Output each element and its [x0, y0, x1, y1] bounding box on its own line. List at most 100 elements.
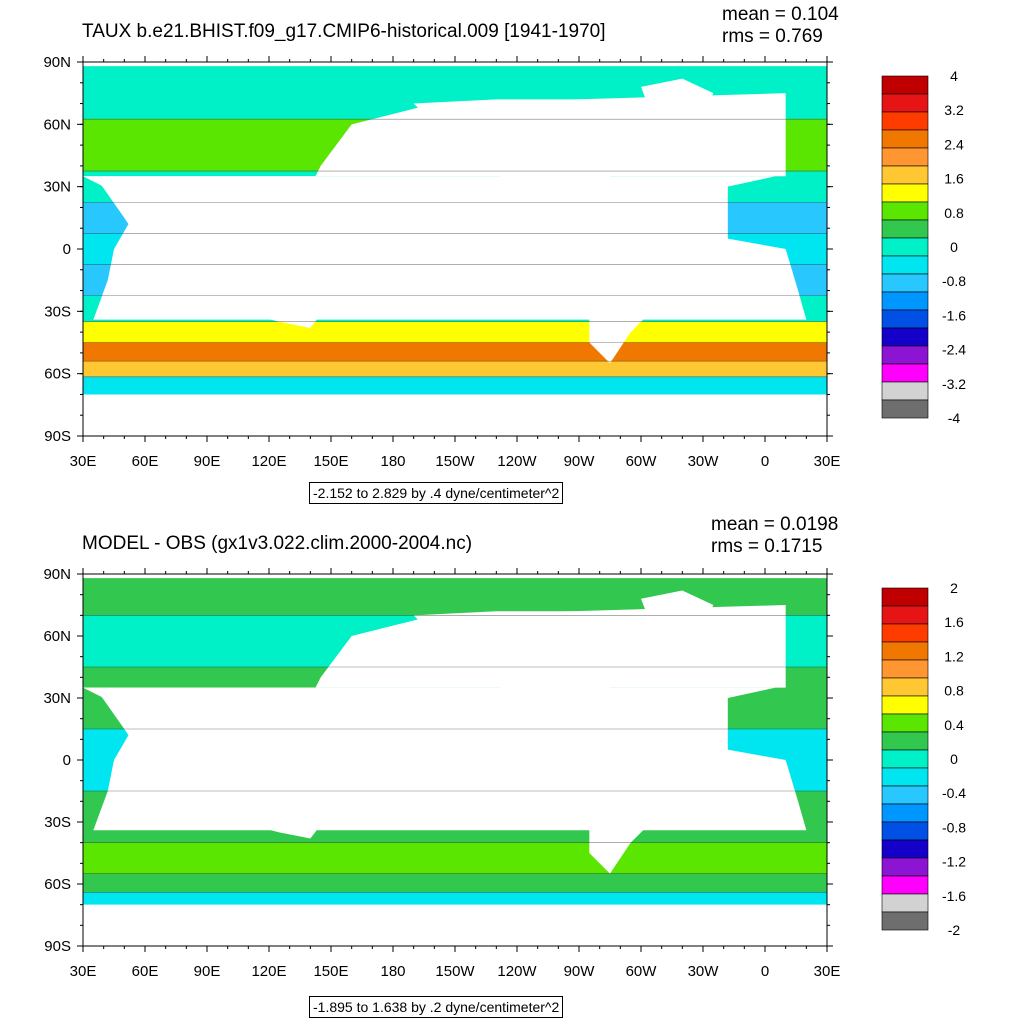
x-tick-label: 150W: [435, 963, 475, 980]
landmass: [641, 590, 714, 636]
x-tick-label: 30E: [70, 453, 97, 470]
y-tick-label: 60N: [43, 628, 71, 645]
x-tick-label: 60E: [132, 453, 159, 470]
contour-band: [83, 892, 827, 909]
colorbar-box: [881, 363, 929, 383]
x-tick-label: 60W: [626, 963, 658, 980]
colorbar-box: [881, 749, 929, 769]
colorbar-label: -0.4: [942, 785, 966, 801]
colorbar-label: 2: [950, 580, 958, 596]
rms-stat: rms = 0.1715: [711, 536, 823, 557]
colorbar-box: [881, 785, 929, 805]
colorbar-label: 0.8: [944, 205, 964, 221]
map-plot: 90N 60N 30N 0 30S 60S 90S 30E 60E 90E 120E 150E 180 1…: [43, 566, 966, 980]
x-tick-label: 150W: [435, 453, 475, 470]
x-tick-label: 30W: [688, 453, 720, 470]
colorbar-box: [881, 75, 929, 95]
x-tick-label: 30E: [70, 963, 97, 980]
colorbar-box: [881, 821, 929, 841]
colorbar-box: [881, 839, 929, 859]
x-tick-label: 0: [761, 453, 769, 470]
colorbar-box: [881, 381, 929, 401]
colorbar-label: 0: [950, 751, 958, 767]
colorbar-box: [881, 111, 929, 131]
y-tick-label: 90N: [43, 566, 71, 583]
colorbar-label: 4: [950, 68, 958, 84]
colorbar-box: [881, 147, 929, 167]
contour-band: [83, 342, 827, 362]
landmass: [413, 611, 703, 740]
landmass: [641, 78, 714, 125]
colorbar-box: [881, 893, 929, 913]
colorbar-box: [881, 273, 929, 293]
colorbar-box: [881, 219, 929, 239]
mean-stat: mean = 0.104: [722, 4, 839, 25]
x-tick-label: 120W: [497, 963, 537, 980]
colorbar-box: [881, 875, 929, 895]
colorbar-label: 1.6: [944, 171, 964, 187]
landmass: [83, 394, 827, 436]
colorbar-box: [881, 587, 929, 607]
y-tick-label: 30N: [43, 179, 71, 196]
landmass: [413, 99, 703, 229]
colorbar-box: [881, 641, 929, 661]
landmass: [254, 784, 331, 839]
colorbar-box: [881, 165, 929, 185]
mean-stat: mean = 0.0198: [711, 514, 839, 535]
contour-band: [83, 321, 827, 343]
x-tick-label: 60W: [626, 453, 658, 470]
colorbar-label: 3.2: [944, 102, 964, 118]
colorbar-box: [881, 677, 929, 697]
x-tick-label: 30W: [688, 963, 720, 980]
y-tick-label: 90N: [43, 54, 71, 71]
x-tick-label: 60E: [132, 963, 159, 980]
colorbar-box: [881, 237, 929, 257]
colorbar-label: 2.4: [944, 136, 964, 152]
colorbar-box: [881, 803, 929, 823]
y-tick-label: 30N: [43, 690, 71, 707]
colorbar-box: [881, 857, 929, 877]
colorbar-box: [881, 327, 929, 347]
colorbar-box: [881, 129, 929, 149]
x-tick-label: 180: [380, 963, 405, 980]
x-tick-label: 90E: [194, 453, 221, 470]
contour-band: [83, 361, 827, 377]
x-tick-label: 120W: [497, 453, 537, 470]
y-tick-label: 60S: [44, 366, 71, 383]
landmass: [589, 739, 683, 874]
y-tick-label: 0: [63, 752, 71, 769]
contour-band: [83, 842, 827, 874]
y-tick-label: 0: [63, 241, 71, 258]
colorbar-label: 1.2: [944, 648, 964, 664]
colorbar-label: -1.6: [942, 307, 966, 323]
colorbar-label: -1.2: [942, 854, 966, 870]
x-tick-label: 0: [761, 963, 769, 980]
y-tick-label: 90S: [44, 938, 71, 955]
colorbar-label: 0: [950, 239, 958, 255]
colorbar-label: -3.2: [942, 376, 966, 392]
x-tick-label: 150E: [313, 963, 348, 980]
map-plot: 90N 60N 30N 0 30S 60S 90S 30E 60E 90E 120E 150E 180 1…: [43, 54, 966, 470]
colorbar-box: [881, 767, 929, 787]
colorbar-box: [881, 183, 929, 203]
colorbar-box: [881, 605, 929, 625]
colorbar-box: [881, 201, 929, 221]
colorbar-label: -0.8: [942, 819, 966, 835]
panel-title: TAUX b.e21.BHIST.f09_g17.CMIP6-historica…: [82, 21, 606, 42]
landmass: [83, 904, 827, 946]
contour-info: -1.895 to 1.638 by .2 dyne/centimeter^2: [309, 996, 564, 1018]
y-tick-label: 30S: [44, 303, 71, 320]
colorbar-label: 0.8: [944, 683, 964, 699]
x-tick-label: 120E: [251, 963, 286, 980]
colorbar-box: [881, 623, 929, 643]
colorbar-label: -4: [948, 410, 961, 426]
x-tick-label: 30E: [814, 453, 841, 470]
colorbar-box: [881, 731, 929, 751]
colorbar-label: -0.8: [942, 273, 966, 289]
y-tick-label: 30S: [44, 814, 71, 831]
y-tick-label: 60N: [43, 116, 71, 133]
colorbar-label: -2.4: [942, 342, 966, 358]
x-tick-label: 150E: [313, 453, 348, 470]
contour-band: [83, 873, 827, 893]
colorbar-label: 1.6: [944, 614, 964, 630]
